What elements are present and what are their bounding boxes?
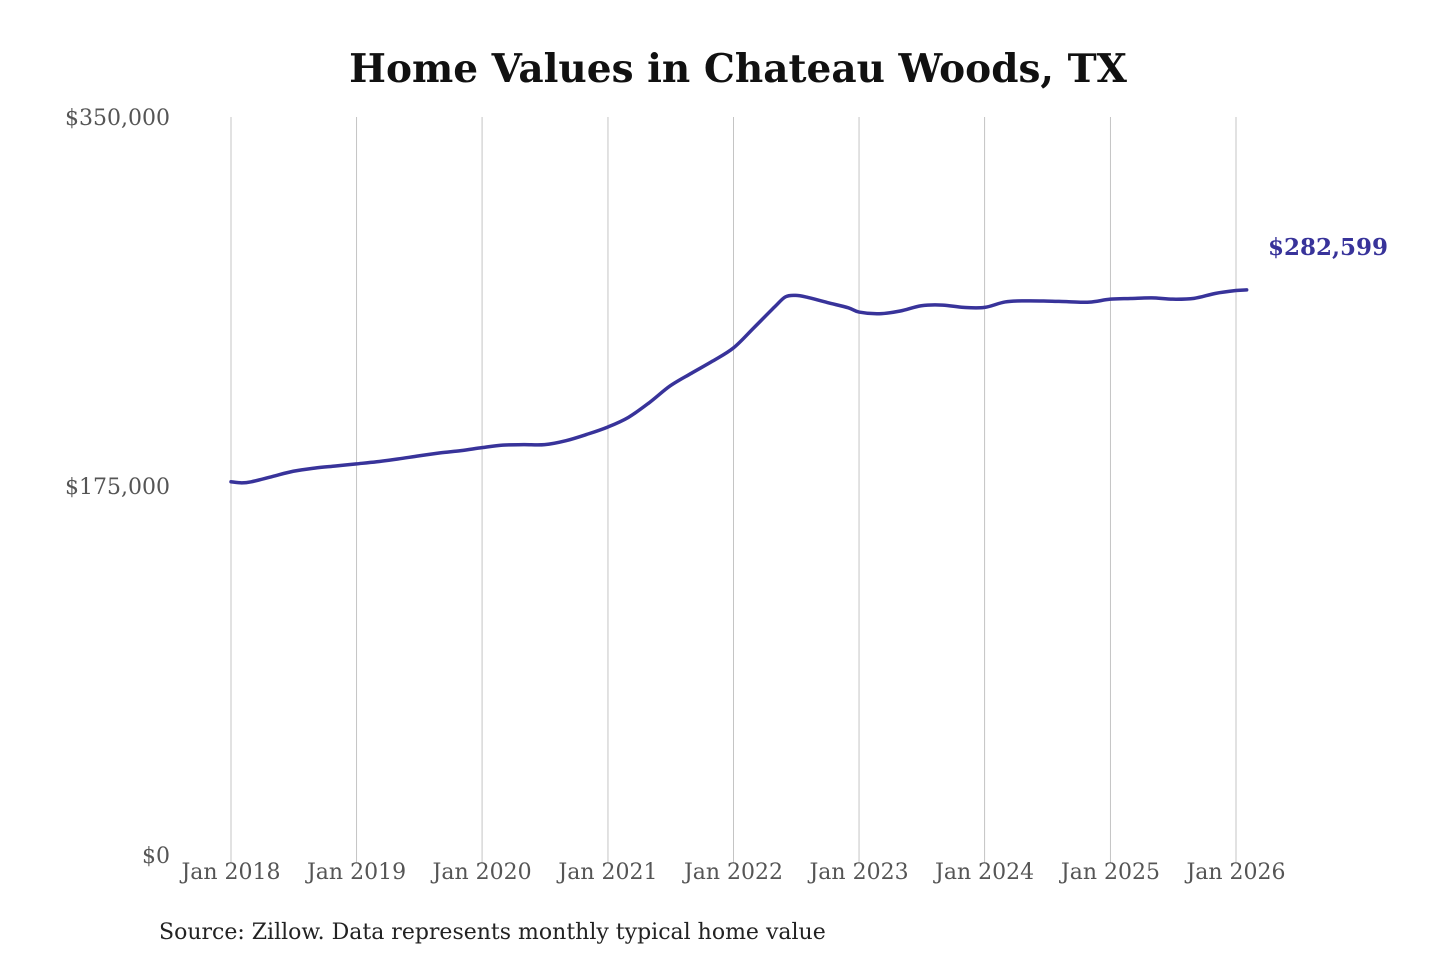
y-tick-label: $0 — [142, 844, 170, 869]
chart-title: Home Values in Chateau Woods, TX — [349, 46, 1127, 92]
x-tick-label: Jan 2020 — [431, 860, 532, 885]
x-axis-labels: Jan 2018 Jan 2019 Jan 2020 Jan 2021 Jan 2022… — [179, 860, 1285, 885]
x-tick-label: Jan 2026 — [1184, 860, 1285, 885]
x-tick-label: Jan 2024 — [933, 860, 1034, 885]
x-tick-label: Jan 2025 — [1059, 860, 1160, 885]
y-tick-label: $350,000 — [65, 106, 170, 131]
x-tick-label: Jan 2021 — [556, 860, 657, 885]
source-note: Source: Zillow. Data represents monthly … — [159, 920, 826, 945]
x-tick-label: Jan 2018 — [179, 860, 280, 885]
x-tick-label: Jan 2019 — [305, 860, 406, 885]
home-value-line — [229, 288, 1249, 485]
x-tick-label: Jan 2022 — [682, 860, 783, 885]
grid-lines — [230, 117, 1237, 863]
end-value-label: $282,599 — [1268, 234, 1388, 261]
y-tick-label: $175,000 — [65, 475, 170, 500]
x-tick-label: Jan 2023 — [807, 860, 908, 885]
y-axis-labels: $0 $175,000 $350,000 — [65, 106, 170, 869]
